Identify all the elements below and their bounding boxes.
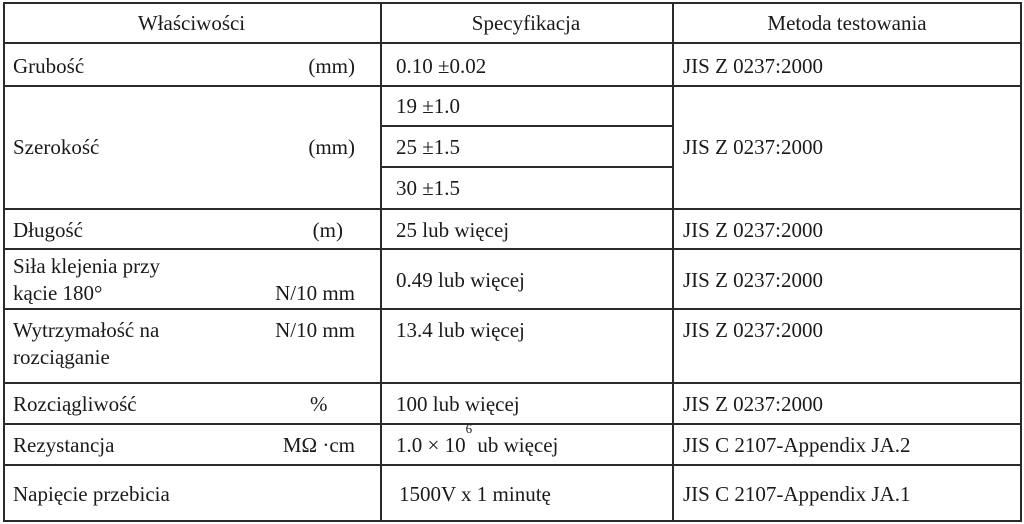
row-divider bbox=[3, 208, 1022, 210]
spec-exponent: 6 bbox=[465, 421, 473, 436]
spec-value: 13.4 lub więcej bbox=[396, 318, 525, 342]
header-specification: Specyfikacja bbox=[471, 11, 581, 35]
table-border-left bbox=[3, 2, 5, 522]
row-divider bbox=[3, 423, 1022, 425]
property-label: Grubość bbox=[13, 54, 85, 78]
property-label: Siła klejenia przy bbox=[13, 254, 160, 278]
specification-table: Właściwości Specyfikacja Metoda testowan… bbox=[3, 2, 1022, 522]
spec-value: 19 ±1.0 bbox=[396, 94, 461, 118]
test-method: JIS Z 0237:2000 bbox=[683, 54, 824, 78]
spec-value: 25 ±1.5 bbox=[396, 135, 461, 159]
row-divider bbox=[3, 308, 1022, 310]
spec-rest: ub więcej bbox=[472, 433, 559, 457]
property-label: Rozciągliwość bbox=[13, 392, 137, 416]
property-unit: N/10 mm bbox=[275, 318, 355, 342]
row-divider bbox=[380, 125, 672, 127]
row-divider bbox=[3, 464, 1022, 466]
spec-value: 1.0 × 106 ub więcej bbox=[396, 422, 559, 457]
spec-value: 0.49 lub więcej bbox=[396, 268, 525, 292]
property-label: kącie 180° bbox=[13, 281, 103, 305]
row-divider bbox=[380, 166, 672, 168]
spec-base: 1.0 × 10 bbox=[396, 433, 466, 457]
test-method: JIS Z 0237:2000 bbox=[683, 135, 824, 159]
property-unit: (m) bbox=[312, 218, 343, 242]
spec-value: 25 lub więcej bbox=[396, 218, 510, 242]
property-label: rozciąganie bbox=[13, 345, 110, 369]
property-label: Szerokość bbox=[13, 135, 100, 159]
column-divider bbox=[380, 2, 382, 522]
test-method: JIS Z 0237:2000 bbox=[683, 218, 824, 242]
property-label: Wytrzymałość na bbox=[13, 318, 160, 342]
property-unit: % bbox=[310, 392, 328, 416]
table-border-bottom bbox=[3, 520, 1022, 522]
test-method: JIS Z 0237:2000 bbox=[683, 268, 824, 292]
test-method: JIS Z 0237:2000 bbox=[683, 318, 824, 342]
property-label: Długość bbox=[13, 218, 83, 242]
table-border-top bbox=[3, 2, 1022, 4]
test-method: JIS C 2107-Appendix JA.2 bbox=[683, 433, 911, 457]
row-divider bbox=[3, 382, 1022, 384]
property-unit: (mm) bbox=[308, 54, 355, 78]
spec-value: 1500V x 1 minutę bbox=[399, 482, 551, 506]
spec-value: 30 ±1.5 bbox=[396, 176, 461, 200]
row-divider bbox=[3, 42, 1022, 44]
spec-value: 100 lub więcej bbox=[396, 392, 520, 416]
property-unit: MΩ ·cm bbox=[282, 433, 355, 457]
property-label: Rezystancja bbox=[13, 433, 115, 457]
row-divider bbox=[3, 85, 1022, 87]
test-method: JIS C 2107-Appendix JA.1 bbox=[683, 482, 911, 506]
test-method: JIS Z 0237:2000 bbox=[683, 392, 824, 416]
header-test-method: Metoda testowania bbox=[767, 11, 927, 35]
spec-value: 0.10 ±0.02 bbox=[396, 54, 487, 78]
table-border-right bbox=[1020, 2, 1022, 522]
property-label: Napięcie przebicia bbox=[13, 482, 170, 506]
column-divider bbox=[672, 2, 674, 522]
header-properties: Właściwości bbox=[137, 11, 246, 35]
property-unit: N/10 mm bbox=[275, 281, 355, 305]
row-divider bbox=[3, 248, 1022, 250]
property-unit: (mm) bbox=[308, 135, 355, 159]
